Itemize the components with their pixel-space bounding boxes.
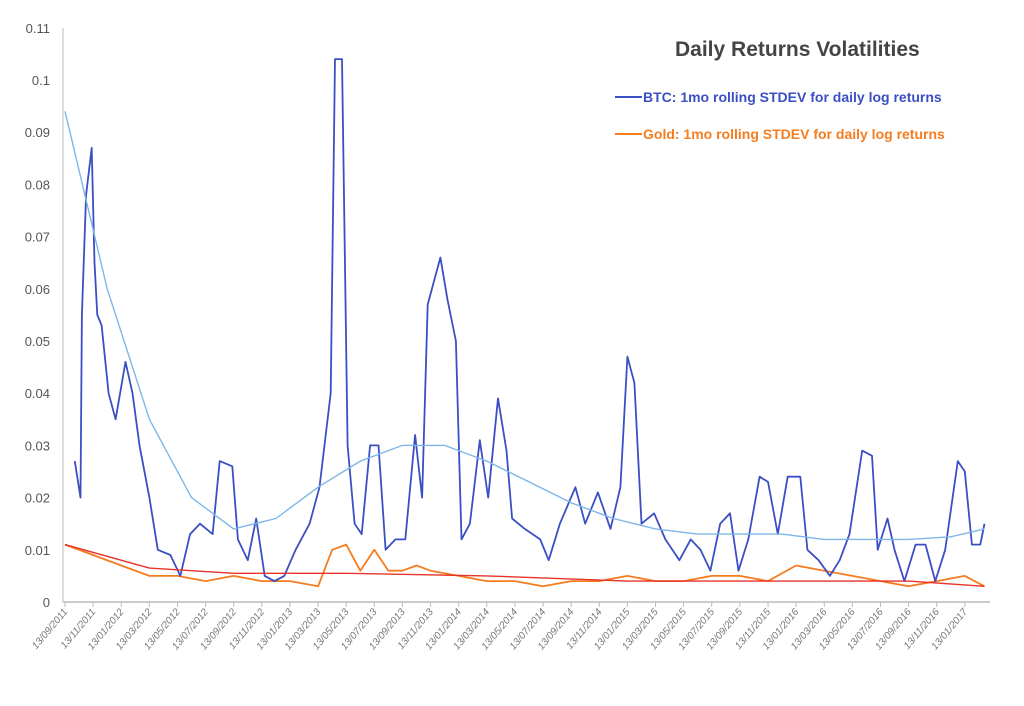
y-tick-label: 0.06 [25,282,50,297]
y-axis: 0 0.01 0.02 0.03 0.04 0.05 0.06 0.07 0.08 0.09 0.1… [25,21,64,610]
gold-volatility-line [64,543,985,588]
y-tick-label: 0.01 [25,543,50,558]
y-tick-label: 0.08 [25,177,50,192]
y-tick-label: 0.07 [25,230,50,245]
plot-area [64,58,986,588]
y-tick-label: 0.05 [25,334,50,349]
y-tick-label: 0.03 [25,438,50,453]
gold-trend-line [64,543,985,587]
y-tick-label: 0.1 [32,73,50,88]
chart-title: Daily Returns Volatilities [675,38,920,61]
legend-gold-label: Gold: 1mo rolling STDEV for daily log re… [643,126,945,142]
y-tick-label: 0 [43,595,50,610]
x-axis: 13/09/201113/11/201113/01/201213/03/2012… [30,601,990,652]
y-tick-label: 0.09 [25,125,50,140]
legend: BTC: 1mo rolling STDEV for daily log ret… [615,89,945,142]
y-tick-label: 0.11 [26,21,50,36]
legend-btc-label: BTC: 1mo rolling STDEV for daily log ret… [643,89,942,105]
btc-volatility-line [73,58,986,582]
y-tick-label: 0.04 [25,386,50,401]
btc-trend-line [64,111,985,541]
y-tick-label: 0.02 [25,491,50,506]
